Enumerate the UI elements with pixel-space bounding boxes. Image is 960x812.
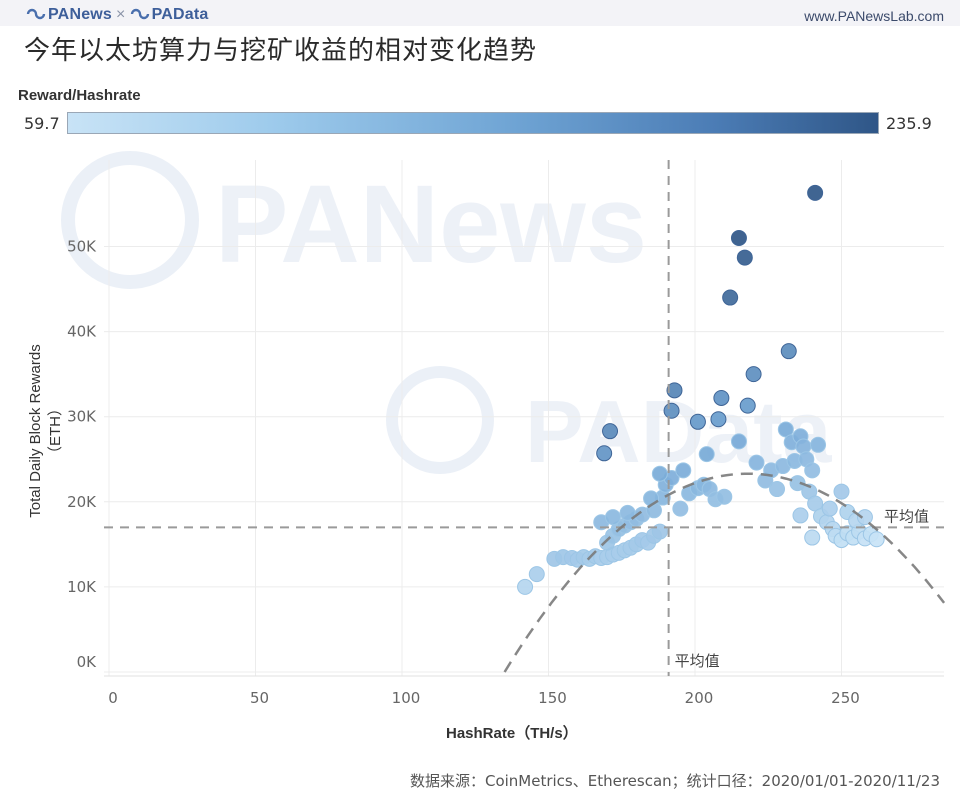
scatter-point xyxy=(710,411,727,428)
scatter-point xyxy=(722,289,739,306)
mean-hashrate-label: 平均值 xyxy=(675,652,720,670)
y-tick-label: 0K xyxy=(77,653,98,671)
data-points xyxy=(517,184,885,595)
scatter-point xyxy=(804,462,821,479)
scatter-point xyxy=(716,488,733,505)
scatter-point xyxy=(730,433,747,450)
watermark-panews: PANews xyxy=(215,163,647,286)
watermark-logo-icon xyxy=(61,151,199,289)
color-legend-gradient xyxy=(67,112,879,134)
scatter-point xyxy=(810,436,827,453)
scatter-point xyxy=(736,249,753,266)
x-tick-label: 0 xyxy=(108,689,118,707)
scatter-point xyxy=(689,413,706,430)
scatter-point xyxy=(789,475,806,492)
axis-ticks: 0 50 100 150 200 250 0K 10K 20K 30K 40K 50K xyxy=(67,238,860,708)
scatter-point xyxy=(856,509,873,526)
x-tick-label: 250 xyxy=(831,689,860,707)
scatter-point xyxy=(745,366,762,383)
x-tick-label: 150 xyxy=(538,689,567,707)
quadratic-trend-path xyxy=(503,472,946,673)
scatter-point xyxy=(739,397,756,414)
scatter-point xyxy=(833,483,850,500)
brand-padata: PAData xyxy=(151,6,209,23)
scatter-point xyxy=(730,229,747,246)
scatter-point xyxy=(666,382,683,399)
site-url[interactable]: www.PANewsLab.com xyxy=(804,8,944,24)
page-title: 今年以太坊算力与挖矿收益的相对变化趋势 xyxy=(24,36,538,66)
x-axis-label: HashRate（TH/s） xyxy=(446,725,578,742)
brand-panews: PANews xyxy=(48,6,113,23)
scatter-point xyxy=(804,529,821,546)
trend-line xyxy=(503,472,946,673)
color-legend-min: 59.7 xyxy=(24,114,60,133)
scatter-point xyxy=(769,481,786,498)
y-tick-label: 40K xyxy=(67,323,97,341)
scatter-point xyxy=(698,446,715,463)
scatter-point xyxy=(780,343,797,360)
color-legend-max: 235.9 xyxy=(886,114,932,133)
scatter-point xyxy=(807,184,824,201)
scatter-point xyxy=(675,462,692,479)
y-tick-label: 10K xyxy=(67,578,97,596)
scatter-point xyxy=(602,423,619,440)
y-tick-label: 50K xyxy=(67,238,97,256)
scatter-point xyxy=(868,531,885,548)
scatter-point xyxy=(792,507,809,524)
scatter-point xyxy=(528,566,545,583)
x-tick-label: 100 xyxy=(392,689,421,707)
panews-logo-icon xyxy=(26,8,46,20)
scatter-point xyxy=(604,509,621,526)
scatter-point xyxy=(517,578,534,595)
y-axis-label: Total Daily Block Rewards（ETH） xyxy=(27,344,64,518)
scatter-point xyxy=(672,500,689,517)
watermark-logo-icon xyxy=(386,366,494,474)
scatter-point xyxy=(643,490,660,507)
x-tick-label: 200 xyxy=(685,689,714,707)
y-tick-label: 30K xyxy=(67,408,97,426)
y-tick-label: 20K xyxy=(67,493,97,511)
padata-logo-icon xyxy=(130,8,149,20)
scatter-point xyxy=(596,445,613,462)
brand-separator: × xyxy=(116,6,126,23)
scatter-point xyxy=(651,465,668,482)
data-source-footer: 数据来源：CoinMetrics、Etherescan；统计口径：2020/01… xyxy=(409,772,940,790)
x-tick-label: 50 xyxy=(250,689,269,707)
scatter-point xyxy=(821,500,838,517)
brand: PANews × PAData xyxy=(26,6,209,24)
color-legend-title: Reward/Hashrate xyxy=(18,87,141,104)
scatter-point xyxy=(748,454,765,471)
mean-rewards-label: 平均值 xyxy=(884,507,929,525)
scatter-point xyxy=(713,389,730,406)
header-bar: PANews × PAData www.PANewsLab.com xyxy=(0,0,960,26)
scatter-point xyxy=(663,402,680,419)
